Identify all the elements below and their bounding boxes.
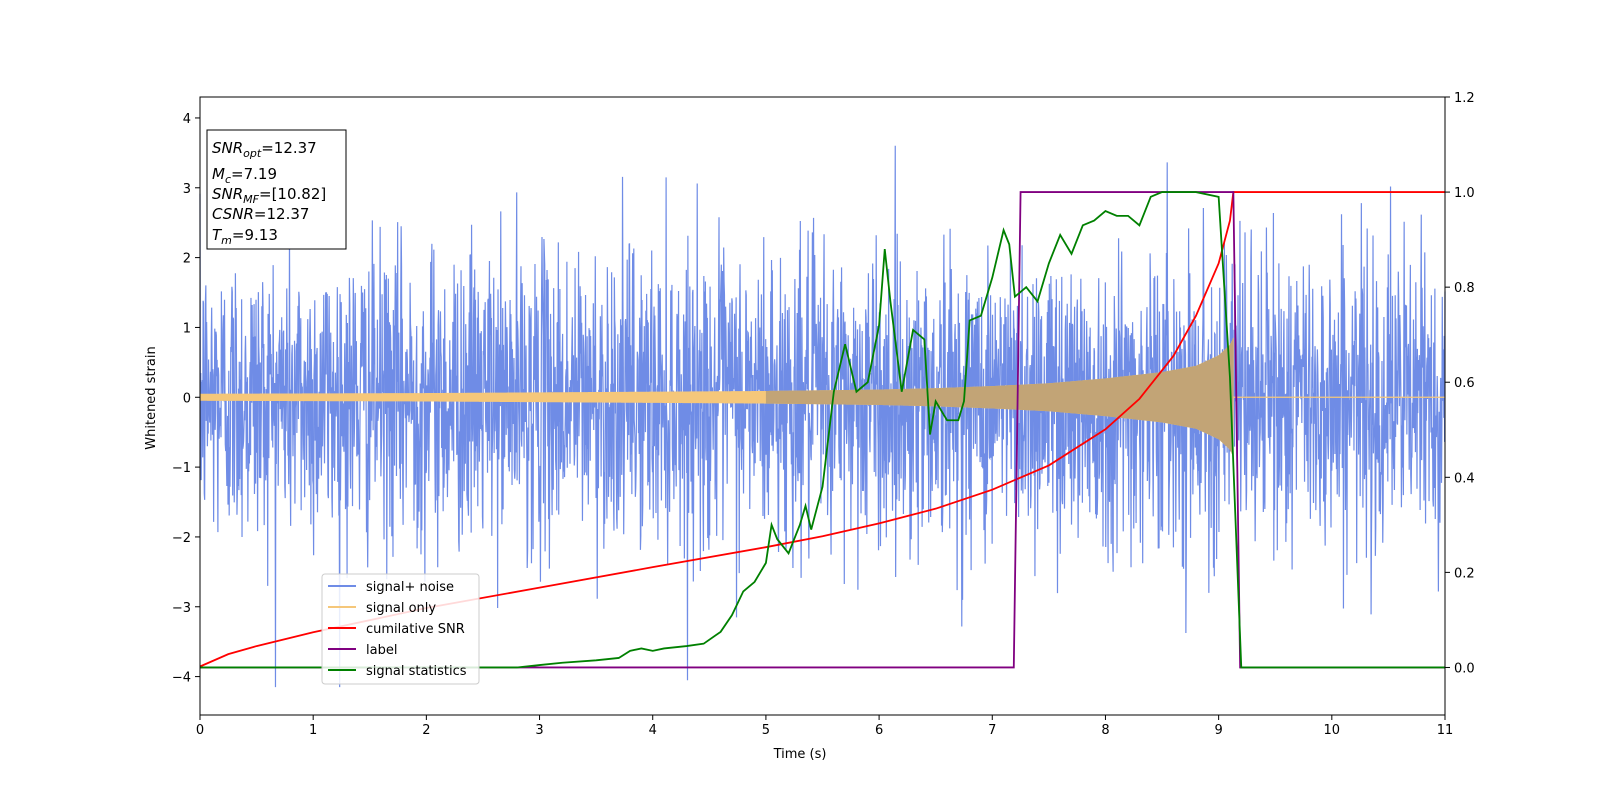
y2-tick-label: 1.2 <box>1454 91 1475 106</box>
annotation-frame <box>206 129 347 250</box>
x-tick-label: 0 <box>196 723 204 738</box>
annotation-line: Tm=9.13 <box>212 226 278 247</box>
y-tick-label: 4 <box>183 112 191 127</box>
y2-tick-label: 1.0 <box>1454 186 1475 201</box>
legend-entry: label <box>366 643 397 658</box>
legend-frame <box>321 573 480 685</box>
x-tick-label: 11 <box>1437 723 1454 738</box>
y2-tick-label: 0.0 <box>1454 661 1475 676</box>
series-signal-statistics <box>200 191 1445 669</box>
x-tick-label: 10 <box>1324 723 1341 738</box>
legend-entry: signal only <box>366 601 436 616</box>
y-tick-label: 2 <box>183 252 191 267</box>
y2-tick-label: 0.4 <box>1454 471 1475 486</box>
annotation-line: SNRopt=12.37 <box>212 139 317 160</box>
x-axis-label: Time (s) <box>773 747 827 762</box>
annotation-line: CSNR=12.37 <box>212 205 309 223</box>
y2-tick-label: 0.8 <box>1454 281 1475 296</box>
annotation-line: SNRMF=[10.82] <box>212 185 326 206</box>
y-tick-label: −4 <box>172 671 191 686</box>
y-tick-label: 1 <box>183 321 191 336</box>
x-tick-label: 4 <box>649 723 657 738</box>
x-tick-label: 5 <box>762 723 770 738</box>
y-tick-label: 0 <box>183 391 191 406</box>
x-tick-label: 8 <box>1101 723 1109 738</box>
signal-only-series <box>199 337 1445 457</box>
legend-entry: signal+ noise <box>366 580 454 595</box>
x-tick-label: 6 <box>875 723 883 738</box>
legend-entry: signal statistics <box>366 664 467 679</box>
stats-annotation-box: SNRopt=12.37 Mc=7.19SNRMF=[10.82]CSNR=12.… <box>206 129 347 250</box>
y2-tick-label: 0.2 <box>1454 566 1475 581</box>
series-signal-only-band <box>765 337 1234 457</box>
y-axis-label: Whitened strain <box>144 346 159 449</box>
y2-tick-label: 0.6 <box>1454 376 1475 391</box>
plot-frame <box>199 96 1446 716</box>
y-tick-label: 3 <box>183 182 191 197</box>
x-tick-label: 9 <box>1214 723 1222 738</box>
legend: signal+ noise signal only cumilative SNR la… <box>321 573 480 685</box>
x-tick-label: 2 <box>422 723 430 738</box>
y-tick-label: −2 <box>172 531 191 546</box>
x-tick-label: 7 <box>988 723 996 738</box>
x-tick-label: 3 <box>535 723 543 738</box>
annotation-line: Mc=7.19 <box>212 165 277 186</box>
axes: 0 1 2 3 4 5 6 7 8 9 10 11 −4 −3 −2 −1 0 1 2 3 4 0.0 0.2 0.4 0.6 0… <box>172 91 1475 738</box>
y-tick-label: −1 <box>172 461 191 476</box>
legend-entry: cumilative SNR <box>366 622 465 637</box>
y-tick-label: −3 <box>172 601 191 616</box>
x-tick-label: 1 <box>309 723 317 738</box>
